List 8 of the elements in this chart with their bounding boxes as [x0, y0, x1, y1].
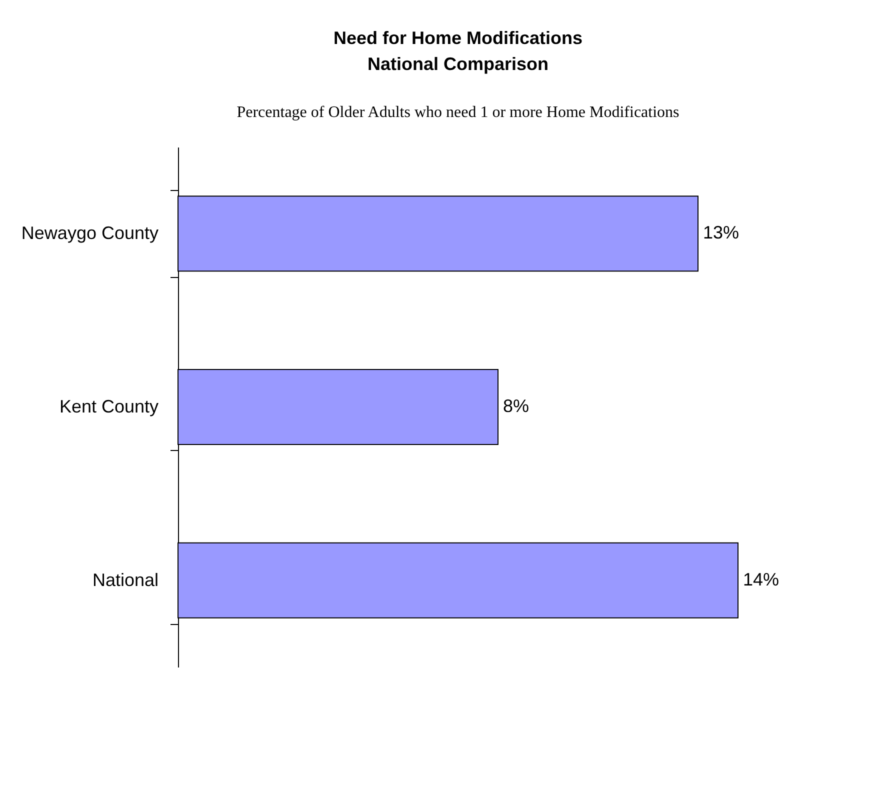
- data-label: 8%: [503, 396, 530, 416]
- data-label: 14%: [743, 569, 780, 590]
- chart-title: Need for Home Modifications National Comparison: [333, 28, 583, 74]
- chart-subtitle: Percentage of Older Adults who need 1 or more Home Modifications: [236, 104, 680, 121]
- y-tick-label: National: [92, 570, 158, 590]
- y-tick-label: Kent County: [59, 396, 158, 416]
- y-tick-label: Newaygo County: [21, 223, 158, 244]
- data-label: 13%: [703, 222, 740, 243]
